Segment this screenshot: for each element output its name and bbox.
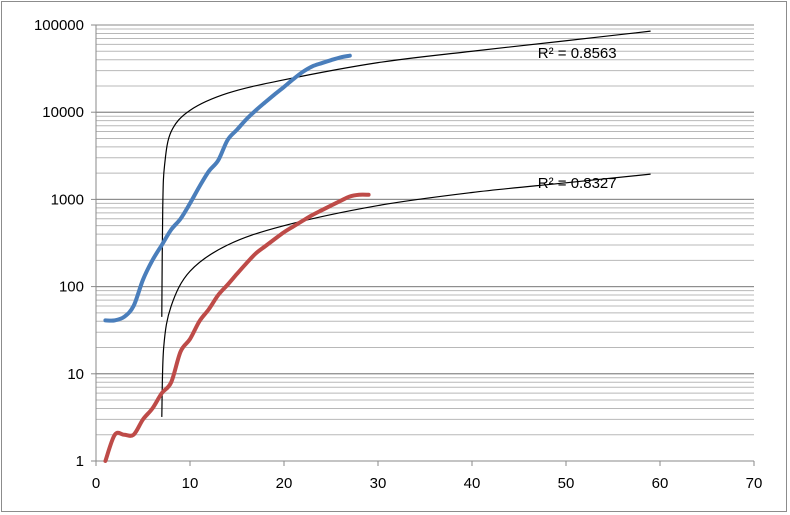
x-tick-label: 50: [558, 475, 575, 492]
trendline-2: [161, 173, 651, 417]
x-tick-labels: 0 10 20 30 40 50 60 70: [92, 475, 763, 492]
r-squared-annotations: R² = 0.8563 R² = 0.8327: [538, 45, 617, 192]
y-tick-label: 10: [67, 366, 84, 383]
axes: [91, 24, 755, 466]
y-tick-label: 100: [59, 279, 84, 296]
y-tick-label: 10000: [42, 104, 84, 121]
x-tick-label: 40: [464, 475, 481, 492]
x-tick-label: 0: [92, 475, 100, 492]
series-line-1: [103, 53, 352, 323]
x-tick-label: 30: [370, 475, 387, 492]
y-tick-label: 1: [76, 453, 84, 470]
x-tick-label: 60: [652, 475, 669, 492]
y-tick-labels: 1 10 100 1000 10000 100000: [34, 17, 84, 470]
gridlines: [96, 24, 754, 462]
y-tick-label: 1000: [51, 191, 84, 208]
x-tick-label: 10: [182, 475, 199, 492]
data-series: [103, 53, 371, 463]
series-line-2: [103, 192, 371, 463]
y-tick-label: 100000: [34, 17, 84, 34]
x-tick-label: 70: [746, 475, 763, 492]
r-squared-label-1: R² = 0.8563: [538, 45, 617, 62]
r-squared-label-2: R² = 0.8327: [538, 175, 617, 192]
trendline-1: [161, 30, 651, 317]
trendlines: [161, 30, 651, 417]
x-tick-label: 20: [276, 475, 293, 492]
